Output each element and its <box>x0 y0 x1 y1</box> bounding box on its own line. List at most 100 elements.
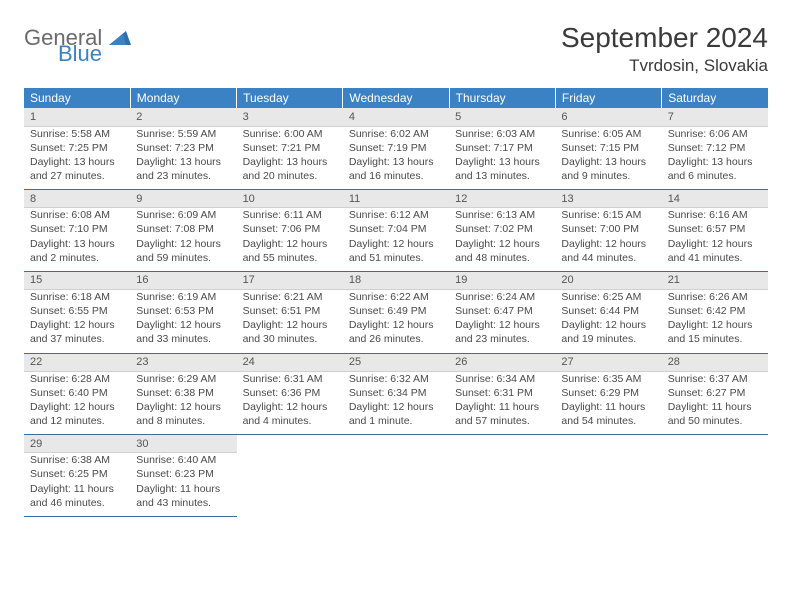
day-detail-row: Sunrise: 6:18 AMSunset: 6:55 PMDaylight:… <box>24 289 768 353</box>
sunrise-text: Sunrise: 6:08 AM <box>30 208 124 222</box>
sunrise-text: Sunrise: 5:58 AM <box>30 127 124 141</box>
day-cell <box>662 453 768 517</box>
day-cell: Sunrise: 6:12 AMSunset: 7:04 PMDaylight:… <box>343 208 449 272</box>
day-cell: Sunrise: 6:32 AMSunset: 6:34 PMDaylight:… <box>343 371 449 435</box>
sunset-text: Sunset: 6:42 PM <box>668 304 762 318</box>
day-cell: Sunrise: 6:16 AMSunset: 6:57 PMDaylight:… <box>662 208 768 272</box>
weekday-header: Sunday <box>24 88 130 108</box>
day-cell: Sunrise: 6:00 AMSunset: 7:21 PMDaylight:… <box>237 126 343 190</box>
daylight-text: and 15 minutes. <box>668 332 762 346</box>
day-cell: Sunrise: 6:35 AMSunset: 6:29 PMDaylight:… <box>555 371 661 435</box>
day-cell: Sunrise: 5:59 AMSunset: 7:23 PMDaylight:… <box>130 126 236 190</box>
sunset-text: Sunset: 7:06 PM <box>243 222 337 236</box>
day-number-cell: 17 <box>237 271 343 289</box>
daylight-text: Daylight: 11 hours <box>561 400 655 414</box>
day-cell: Sunrise: 5:58 AMSunset: 7:25 PMDaylight:… <box>24 126 130 190</box>
sunset-text: Sunset: 7:21 PM <box>243 141 337 155</box>
day-number-cell <box>449 435 555 453</box>
day-cell <box>343 453 449 517</box>
day-number-row: 22232425262728 <box>24 353 768 371</box>
day-number-cell: 16 <box>130 271 236 289</box>
daylight-text: Daylight: 12 hours <box>561 318 655 332</box>
weekday-header: Saturday <box>662 88 768 108</box>
sunrise-text: Sunrise: 6:22 AM <box>349 290 443 304</box>
sunset-text: Sunset: 6:51 PM <box>243 304 337 318</box>
day-cell: Sunrise: 6:38 AMSunset: 6:25 PMDaylight:… <box>24 453 130 517</box>
weekday-header: Thursday <box>449 88 555 108</box>
day-number-cell: 7 <box>662 108 768 126</box>
day-number-cell: 30 <box>130 435 236 453</box>
day-number-row: 15161718192021 <box>24 271 768 289</box>
daylight-text: Daylight: 12 hours <box>30 318 124 332</box>
daylight-text: Daylight: 12 hours <box>136 237 230 251</box>
daylight-text: Daylight: 12 hours <box>136 400 230 414</box>
daylight-text: and 48 minutes. <box>455 251 549 265</box>
sunrise-text: Sunrise: 6:29 AM <box>136 372 230 386</box>
day-number-cell: 26 <box>449 353 555 371</box>
logo: General Blue <box>24 22 131 65</box>
day-cell: Sunrise: 6:08 AMSunset: 7:10 PMDaylight:… <box>24 208 130 272</box>
sunrise-text: Sunrise: 6:34 AM <box>455 372 549 386</box>
sunrise-text: Sunrise: 6:13 AM <box>455 208 549 222</box>
daylight-text: Daylight: 13 hours <box>243 155 337 169</box>
sunset-text: Sunset: 6:27 PM <box>668 386 762 400</box>
sunset-text: Sunset: 6:29 PM <box>561 386 655 400</box>
day-number-row: 2930 <box>24 435 768 453</box>
daylight-text: and 12 minutes. <box>30 414 124 428</box>
day-cell: Sunrise: 6:06 AMSunset: 7:12 PMDaylight:… <box>662 126 768 190</box>
sunrise-text: Sunrise: 6:03 AM <box>455 127 549 141</box>
daylight-text: Daylight: 11 hours <box>30 482 124 496</box>
sunrise-text: Sunrise: 6:02 AM <box>349 127 443 141</box>
weekday-header: Friday <box>555 88 661 108</box>
weekday-header: Tuesday <box>237 88 343 108</box>
daylight-text: Daylight: 12 hours <box>243 400 337 414</box>
day-number-cell: 4 <box>343 108 449 126</box>
day-cell: Sunrise: 6:24 AMSunset: 6:47 PMDaylight:… <box>449 289 555 353</box>
sunset-text: Sunset: 7:23 PM <box>136 141 230 155</box>
day-detail-row: Sunrise: 6:28 AMSunset: 6:40 PMDaylight:… <box>24 371 768 435</box>
day-cell: Sunrise: 6:31 AMSunset: 6:36 PMDaylight:… <box>237 371 343 435</box>
daylight-text: Daylight: 12 hours <box>349 400 443 414</box>
sunset-text: Sunset: 6:53 PM <box>136 304 230 318</box>
daylight-text: Daylight: 13 hours <box>30 155 124 169</box>
day-number-cell: 10 <box>237 190 343 208</box>
day-cell: Sunrise: 6:02 AMSunset: 7:19 PMDaylight:… <box>343 126 449 190</box>
day-number-cell: 13 <box>555 190 661 208</box>
daylight-text: Daylight: 12 hours <box>455 237 549 251</box>
daylight-text: Daylight: 13 hours <box>561 155 655 169</box>
day-number-cell <box>662 435 768 453</box>
sunset-text: Sunset: 7:00 PM <box>561 222 655 236</box>
day-number-cell: 21 <box>662 271 768 289</box>
day-cell: Sunrise: 6:05 AMSunset: 7:15 PMDaylight:… <box>555 126 661 190</box>
daylight-text: and 33 minutes. <box>136 332 230 346</box>
sunset-text: Sunset: 7:02 PM <box>455 222 549 236</box>
day-cell: Sunrise: 6:26 AMSunset: 6:42 PMDaylight:… <box>662 289 768 353</box>
daylight-text: and 26 minutes. <box>349 332 443 346</box>
day-number-cell: 20 <box>555 271 661 289</box>
day-number-cell: 1 <box>24 108 130 126</box>
calendar-body: 1234567Sunrise: 5:58 AMSunset: 7:25 PMDa… <box>24 108 768 516</box>
daylight-text: Daylight: 13 hours <box>136 155 230 169</box>
day-number-row: 1234567 <box>24 108 768 126</box>
day-number-cell: 18 <box>343 271 449 289</box>
logo-text: General Blue <box>24 26 131 65</box>
daylight-text: Daylight: 13 hours <box>30 237 124 251</box>
day-number-cell: 3 <box>237 108 343 126</box>
calendar-table: Sunday Monday Tuesday Wednesday Thursday… <box>24 88 768 517</box>
day-number-cell <box>555 435 661 453</box>
month-title: September 2024 <box>561 22 768 54</box>
daylight-text: Daylight: 12 hours <box>30 400 124 414</box>
day-cell: Sunrise: 6:18 AMSunset: 6:55 PMDaylight:… <box>24 289 130 353</box>
day-number-cell: 8 <box>24 190 130 208</box>
daylight-text: Daylight: 13 hours <box>455 155 549 169</box>
day-number-cell: 25 <box>343 353 449 371</box>
page-header: General Blue September 2024 Tvrdosin, Sl… <box>24 22 768 76</box>
day-number-cell: 14 <box>662 190 768 208</box>
daylight-text: Daylight: 12 hours <box>455 318 549 332</box>
sunset-text: Sunset: 7:17 PM <box>455 141 549 155</box>
day-number-cell: 29 <box>24 435 130 453</box>
daylight-text: Daylight: 13 hours <box>349 155 443 169</box>
daylight-text: Daylight: 12 hours <box>243 237 337 251</box>
day-number-cell: 28 <box>662 353 768 371</box>
sunrise-text: Sunrise: 6:12 AM <box>349 208 443 222</box>
